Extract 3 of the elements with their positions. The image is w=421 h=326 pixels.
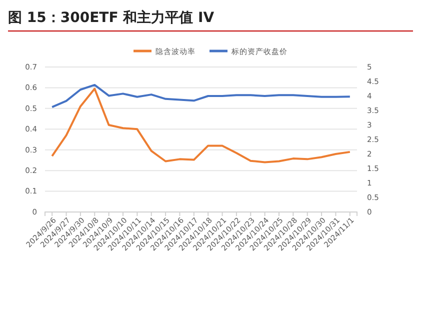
line-series xyxy=(51,88,351,164)
line-series xyxy=(51,84,351,108)
chart-title: 图 15：300ETF 和主力平值 IV xyxy=(8,9,214,26)
